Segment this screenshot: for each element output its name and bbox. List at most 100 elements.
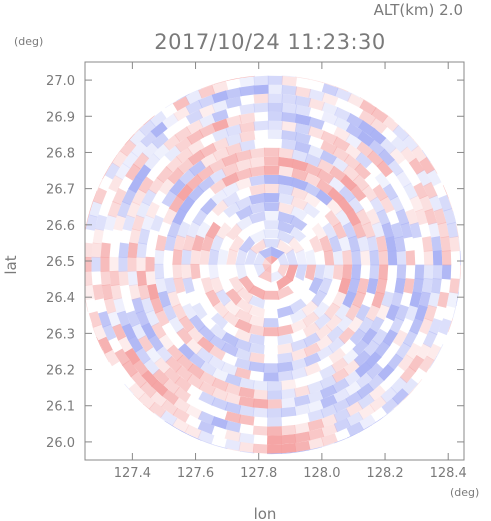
radar-cell (381, 222, 395, 239)
radar-cell (291, 158, 309, 172)
radar-cell (328, 176, 346, 193)
radar-cell (234, 357, 252, 371)
radar-cell (304, 162, 322, 177)
radar-cell (357, 278, 370, 295)
radar-cell (438, 194, 452, 212)
radar-cell (316, 168, 335, 185)
radar-cell (397, 354, 414, 372)
radar-cell (184, 424, 202, 439)
radar-cell (422, 236, 433, 252)
y-tick-label: 26.8 (46, 146, 75, 161)
radar-cell (104, 162, 120, 180)
radar-cell (366, 235, 379, 252)
radar-cell (356, 372, 373, 389)
radar-cell (324, 210, 341, 228)
radar-cell (278, 184, 295, 196)
radar-cell (358, 109, 376, 126)
radar-cell (98, 311, 112, 328)
radar-cell (332, 222, 348, 240)
radar-cell (295, 95, 312, 108)
radar-cell (418, 355, 435, 373)
radar-cell (211, 377, 229, 392)
radar-cell (116, 116, 133, 134)
radar-cell (328, 347, 346, 364)
radar-cell (267, 93, 283, 103)
radar-cell (449, 236, 460, 252)
radar-cell (125, 163, 141, 181)
radar-cell (294, 385, 311, 398)
radar-cell (295, 75, 312, 80)
radar-cell (385, 304, 400, 322)
radar-cell (342, 221, 357, 239)
radar-cell (291, 168, 309, 182)
radar-cell (289, 309, 308, 324)
radar-cell (345, 123, 364, 139)
radar-cell (159, 82, 177, 98)
radar-cell (107, 126, 124, 144)
radar-cell (285, 248, 299, 266)
radar-cell (221, 342, 239, 357)
radar-cell (432, 144, 448, 162)
radar-cell (136, 256, 146, 272)
radar-cell (248, 211, 266, 224)
radar-cell (390, 291, 404, 308)
radar-cell (248, 314, 265, 328)
radar-cell (172, 417, 190, 433)
radar-cell (405, 208, 419, 226)
radar-cell (131, 323, 147, 341)
radar-cell (390, 376, 408, 394)
radar-cell (238, 275, 255, 293)
radar-cell (277, 229, 295, 244)
radar-cell (308, 98, 325, 111)
radar-cell (191, 302, 208, 320)
radar-cell (140, 297, 154, 314)
radar-cell (302, 311, 320, 328)
radar-cell (387, 353, 404, 371)
radar-cell (239, 58, 255, 69)
radar-cell (150, 121, 168, 138)
radar-cell (320, 414, 338, 428)
radar-cell (141, 370, 158, 387)
radar-cell (239, 112, 256, 124)
radar-cell (253, 84, 269, 95)
radar-cell (182, 234, 195, 252)
radar-cell (421, 278, 433, 294)
radar-cell (235, 177, 253, 191)
radar-cell (196, 347, 214, 364)
radar-cell (150, 214, 164, 232)
radar-cell (209, 323, 227, 340)
radar-cell (239, 103, 256, 115)
radar-cell (197, 75, 215, 80)
radar-cell (235, 158, 252, 172)
radar-cell (253, 75, 269, 86)
radar-cell (355, 304, 371, 322)
radar-cell (252, 443, 268, 454)
radar-cell (311, 222, 328, 241)
radar-cell (429, 194, 443, 212)
radar-cell (291, 177, 309, 191)
radar-cell (267, 417, 283, 427)
radar-cell (344, 143, 362, 160)
radar-cell (252, 380, 268, 391)
radar-cell (467, 278, 477, 294)
radar-cell (249, 238, 267, 254)
radar-cell (156, 166, 173, 184)
radar-cell (155, 309, 170, 327)
radar-cell (253, 102, 269, 113)
radar-cell (186, 119, 204, 135)
radar-cell (226, 248, 238, 265)
radar-cell (114, 348, 130, 366)
radar-cell (437, 222, 450, 239)
radar-cell (267, 102, 283, 112)
radar-cell (358, 316, 374, 334)
radar-cell (158, 177, 175, 195)
radar-cell (198, 113, 216, 128)
radar-cell (318, 277, 333, 295)
radar-cell (346, 113, 364, 129)
radar-cell (222, 191, 240, 208)
radar-cell (395, 208, 410, 226)
radar-cell (347, 316, 364, 334)
radar-cell (285, 264, 299, 282)
radar-cell (136, 242, 148, 258)
radar-cell (163, 134, 181, 151)
